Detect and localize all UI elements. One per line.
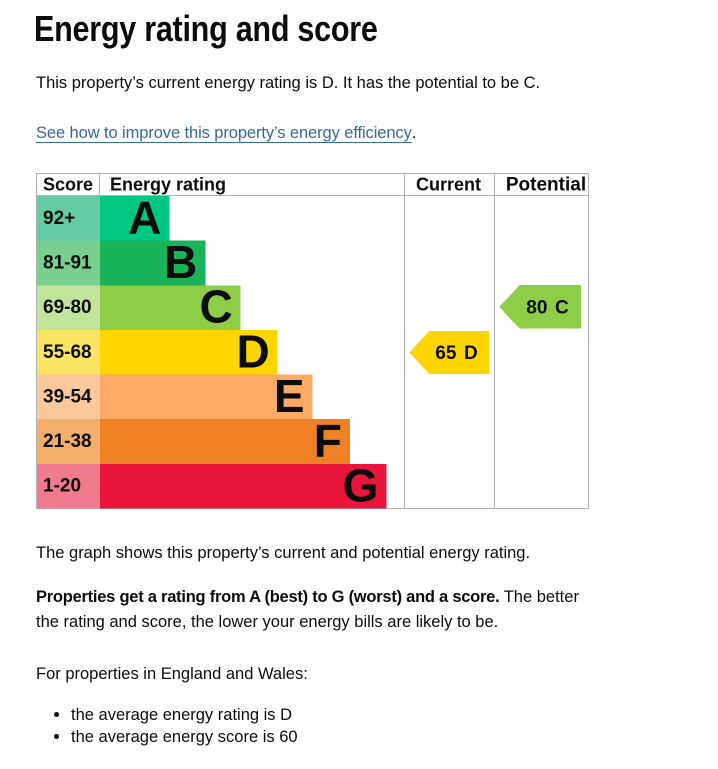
svg-text:Current: Current [416,175,481,195]
svg-text:39-54: 39-54 [43,386,92,407]
svg-text:D: D [236,325,269,377]
svg-text:G: G [343,459,379,509]
svg-text:A: A [128,191,161,243]
svg-text:55-68: 55-68 [43,342,92,363]
svg-text:80 C: 80 C [526,298,569,319]
svg-text:Energy rating: Energy rating [110,175,226,195]
svg-text:B: B [164,236,197,288]
svg-text:21-38: 21-38 [43,431,92,452]
svg-text:E: E [274,370,305,422]
svg-text:Score: Score [43,175,93,195]
svg-text:Potential: Potential [506,175,586,196]
svg-text:92+: 92+ [43,208,75,229]
svg-text:F: F [314,415,342,467]
svg-text:1-20: 1-20 [43,476,81,497]
svg-text:C: C [199,281,232,333]
svg-text:69-80: 69-80 [43,297,92,318]
svg-text:65 D: 65 D [435,343,477,364]
svg-text:81-91: 81-91 [43,253,92,274]
